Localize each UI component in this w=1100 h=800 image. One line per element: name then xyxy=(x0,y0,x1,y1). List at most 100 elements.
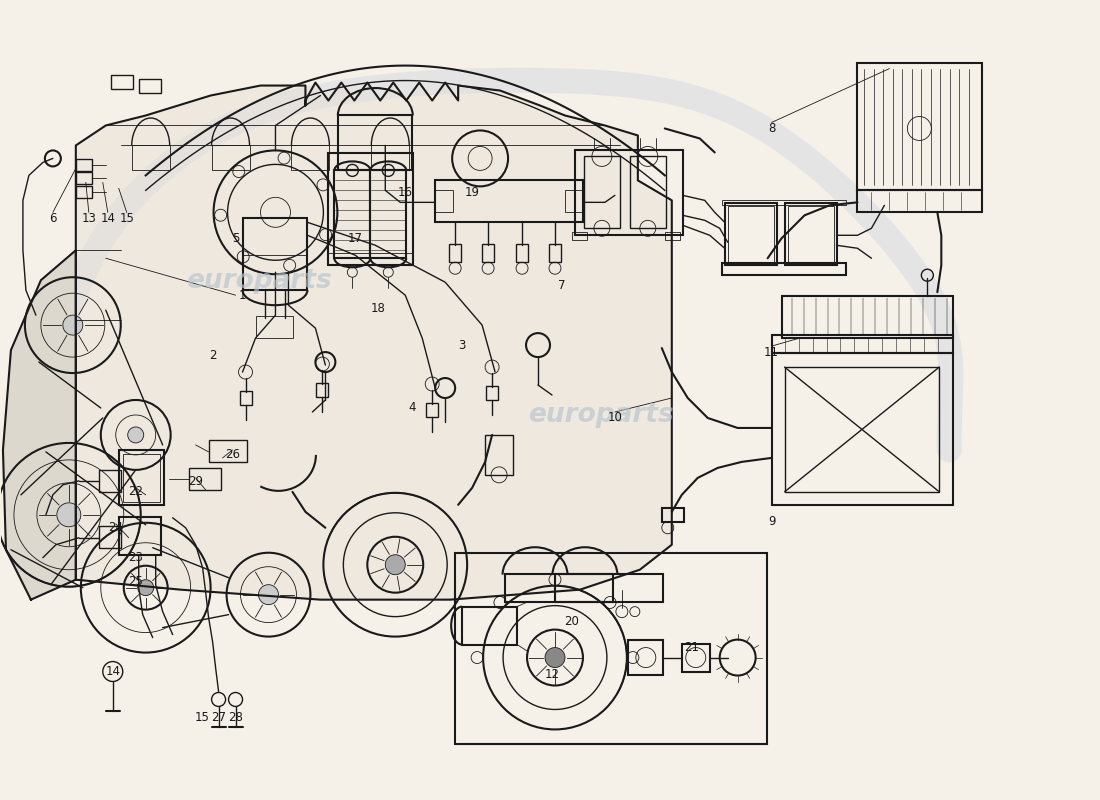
Text: 17: 17 xyxy=(348,232,363,245)
Bar xyxy=(436,180,583,222)
Polygon shape xyxy=(3,250,76,600)
Bar xyxy=(549,244,561,262)
Circle shape xyxy=(57,503,80,526)
Text: 5: 5 xyxy=(232,232,239,245)
Bar xyxy=(436,190,453,212)
Bar xyxy=(575,150,683,235)
Text: 12: 12 xyxy=(544,668,560,681)
Text: europarts: europarts xyxy=(186,268,331,294)
Text: 27: 27 xyxy=(211,711,227,724)
Text: 8: 8 xyxy=(768,122,776,135)
Circle shape xyxy=(258,585,278,605)
Bar xyxy=(628,639,663,674)
Bar xyxy=(372,146,409,170)
Bar xyxy=(784,203,836,266)
Bar xyxy=(76,159,91,171)
Text: 15: 15 xyxy=(195,711,210,724)
Bar xyxy=(486,386,498,400)
Text: 28: 28 xyxy=(228,711,243,724)
Bar xyxy=(788,206,834,262)
Bar xyxy=(516,244,528,262)
Text: 7: 7 xyxy=(558,278,565,292)
Text: 13: 13 xyxy=(81,212,96,225)
Text: 14: 14 xyxy=(106,665,120,678)
Bar xyxy=(76,172,91,184)
Bar xyxy=(565,190,583,212)
Bar xyxy=(211,146,250,170)
Bar xyxy=(725,203,777,266)
Bar xyxy=(771,353,954,505)
Bar xyxy=(139,78,161,93)
Bar xyxy=(722,200,847,206)
Bar xyxy=(132,146,169,170)
Bar xyxy=(728,206,773,262)
Bar xyxy=(255,316,294,338)
Bar xyxy=(449,244,461,262)
Text: 16: 16 xyxy=(398,186,412,199)
Bar xyxy=(784,367,939,492)
Bar xyxy=(119,450,164,505)
Bar xyxy=(334,170,371,258)
Text: 29: 29 xyxy=(188,475,204,488)
Bar xyxy=(662,508,684,522)
Bar xyxy=(584,157,620,228)
Bar xyxy=(209,440,246,462)
Bar xyxy=(329,154,414,266)
Circle shape xyxy=(385,554,405,574)
Bar xyxy=(556,574,663,602)
Bar xyxy=(572,232,587,240)
Bar xyxy=(485,435,513,475)
Text: 11: 11 xyxy=(764,346,779,358)
Bar xyxy=(123,454,160,502)
Text: 9: 9 xyxy=(768,515,776,528)
Text: 15: 15 xyxy=(119,212,134,225)
Bar xyxy=(317,383,329,397)
Text: 23: 23 xyxy=(129,551,143,564)
Text: 24: 24 xyxy=(108,522,123,534)
Bar xyxy=(426,403,438,417)
Bar xyxy=(682,643,710,671)
Text: 25: 25 xyxy=(129,575,143,588)
Bar xyxy=(858,62,982,190)
Bar xyxy=(292,146,329,170)
Circle shape xyxy=(63,315,82,335)
Bar xyxy=(339,115,412,170)
Bar xyxy=(455,553,767,745)
Bar xyxy=(188,468,221,490)
Bar xyxy=(99,470,121,492)
Text: 14: 14 xyxy=(100,212,116,225)
Bar xyxy=(371,170,406,258)
Bar xyxy=(99,526,121,548)
Bar xyxy=(482,244,494,262)
Circle shape xyxy=(128,427,144,443)
Bar xyxy=(630,157,666,228)
Polygon shape xyxy=(76,82,672,600)
Bar xyxy=(111,74,133,89)
Text: 3: 3 xyxy=(459,338,465,351)
Text: 4: 4 xyxy=(408,402,416,414)
Text: 19: 19 xyxy=(464,186,480,199)
Bar xyxy=(505,574,613,602)
Text: 20: 20 xyxy=(564,615,580,628)
Bar xyxy=(329,254,414,266)
Bar xyxy=(462,606,517,645)
Bar xyxy=(858,190,982,212)
Bar xyxy=(664,232,680,240)
Bar xyxy=(771,335,954,353)
Bar xyxy=(240,391,252,405)
Text: europarts: europarts xyxy=(528,402,674,428)
Circle shape xyxy=(544,647,565,667)
Bar xyxy=(782,296,954,338)
Text: 26: 26 xyxy=(226,449,240,462)
Text: 22: 22 xyxy=(129,486,143,498)
Text: 1: 1 xyxy=(239,289,246,302)
Bar xyxy=(76,186,91,198)
Text: 10: 10 xyxy=(607,411,623,425)
Bar xyxy=(242,218,307,290)
Bar xyxy=(722,263,847,275)
Bar xyxy=(119,517,161,554)
Text: 21: 21 xyxy=(684,641,700,654)
Text: 2: 2 xyxy=(209,349,217,362)
Text: 18: 18 xyxy=(371,302,386,314)
Text: 6: 6 xyxy=(50,212,56,225)
